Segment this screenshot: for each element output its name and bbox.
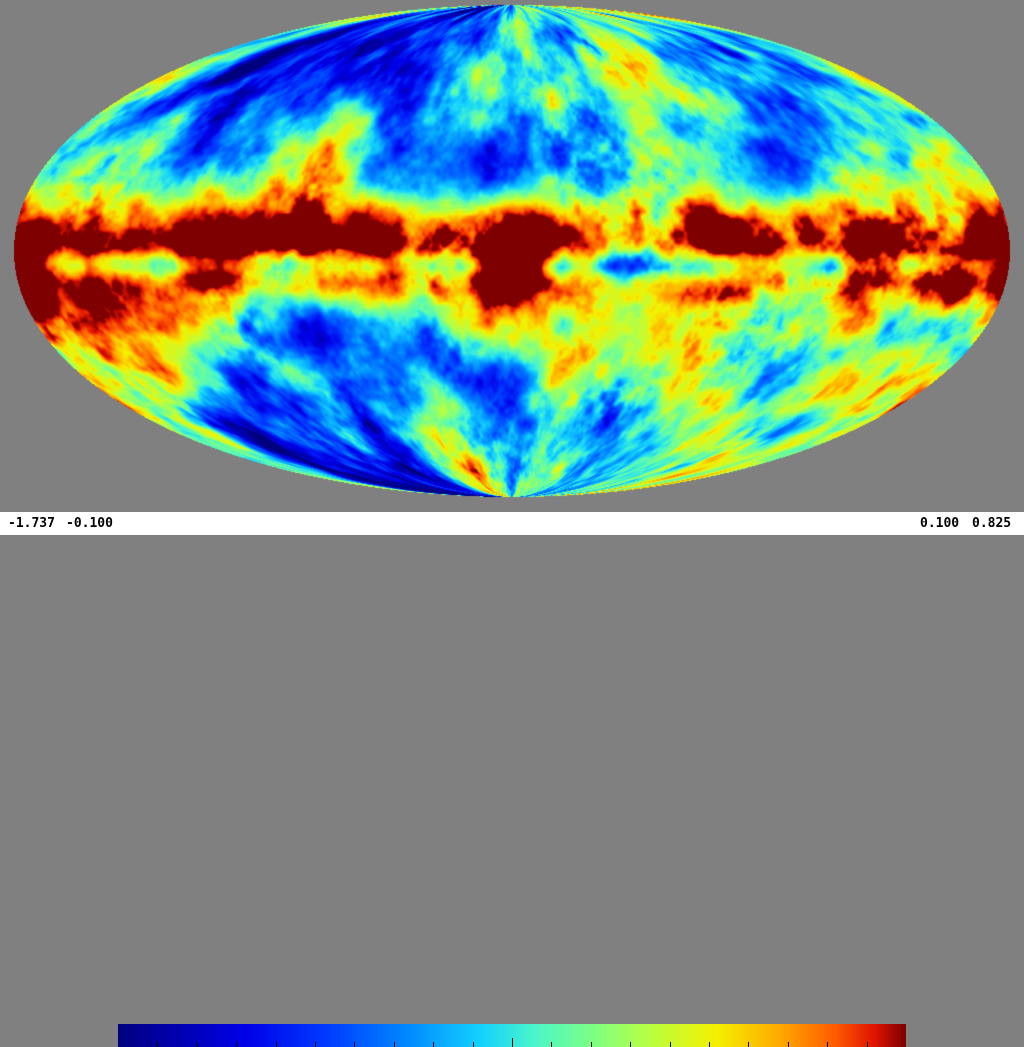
colorbar-max-label: 0.825: [972, 516, 1012, 531]
colorbar-min-label: -1.737: [8, 516, 55, 531]
colorbar-gradient: [118, 1024, 906, 1047]
mollweide-sky-map: [0, 0, 1024, 512]
colorbar-low-label: -0.100: [66, 516, 113, 531]
map-region: [0, 0, 1024, 512]
colorbar-high-label: 0.100: [920, 516, 960, 531]
colorbar-strip: -1.737 -0.100 0.100 0.825: [0, 512, 1024, 1047]
colorbar: [118, 1024, 906, 1047]
